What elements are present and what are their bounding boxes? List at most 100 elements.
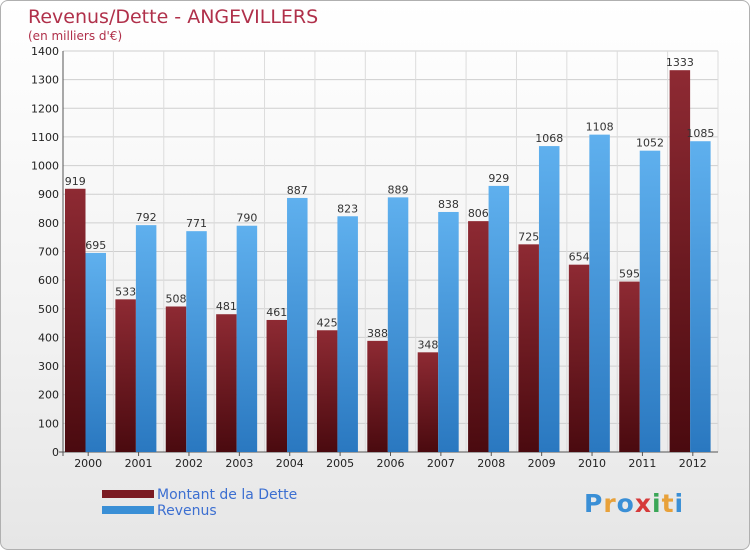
data-label-revenus: 792	[136, 211, 157, 224]
bar-revenus	[186, 231, 207, 452]
data-label-revenus: 1052	[636, 137, 664, 150]
y-tick-label: 1300	[31, 74, 59, 87]
y-tick-label: 500	[38, 303, 59, 316]
data-label-revenus: 889	[388, 183, 409, 196]
bar-dette	[216, 314, 237, 452]
y-tick-label: 0	[52, 446, 59, 459]
x-tick-label: 2001	[125, 457, 153, 470]
x-tick-label: 2007	[427, 457, 455, 470]
x-tick-label: 2012	[679, 457, 707, 470]
data-label-dette: 595	[619, 268, 640, 281]
chart-title: Revenus/Dette - ANGEVILLERS	[28, 6, 319, 28]
x-tick-label: 2005	[326, 457, 354, 470]
bar-dette	[619, 281, 640, 452]
data-label-dette: 508	[166, 292, 187, 305]
bar-revenus	[589, 134, 610, 452]
data-label-revenus: 887	[287, 184, 308, 197]
y-tick-label: 200	[38, 389, 59, 402]
data-label-dette: 348	[417, 338, 438, 351]
y-tick-label: 400	[38, 331, 59, 344]
data-label-revenus: 1068	[535, 132, 563, 145]
bar-revenus	[337, 216, 358, 452]
bar-revenus	[387, 197, 409, 452]
x-tick-label: 2002	[175, 457, 203, 470]
bar-dette	[266, 319, 288, 452]
x-tick-label: 2008	[477, 457, 505, 470]
bar-dette	[669, 70, 691, 453]
data-label-dette: 1333	[666, 56, 694, 69]
bar-dette	[468, 221, 489, 452]
legend-label-revenus: Revenus	[157, 503, 217, 519]
bar-revenus	[236, 225, 258, 452]
bar-revenus	[135, 225, 157, 452]
y-tick-label: 700	[38, 246, 59, 259]
bar-revenus	[287, 197, 308, 452]
data-label-dette: 388	[367, 327, 388, 340]
y-tick-label: 1400	[31, 45, 59, 58]
y-tick-label: 900	[38, 188, 59, 201]
legend-swatch-revenus	[102, 506, 154, 514]
data-label-dette: 806	[468, 207, 489, 220]
logo-letter: r	[603, 489, 617, 518]
data-label-revenus: 695	[85, 239, 106, 252]
y-tick-label: 300	[38, 360, 59, 373]
bar-revenus	[690, 141, 711, 452]
data-label-dette: 425	[317, 316, 338, 329]
data-label-dette: 533	[115, 285, 136, 298]
y-tick-label: 1200	[31, 102, 59, 115]
y-tick-label: 800	[38, 217, 59, 230]
logo-letter: i	[674, 489, 685, 518]
x-tick-label: 2006	[377, 457, 405, 470]
bar-revenus	[538, 146, 560, 452]
y-tick-label: 600	[38, 274, 59, 287]
data-label-dette: 654	[569, 251, 590, 264]
bar-revenus	[85, 252, 106, 452]
data-label-revenus: 1085	[686, 127, 714, 140]
logo-letter: t	[661, 489, 675, 518]
bar-revenus	[639, 150, 661, 453]
axes: 0 100 200 300 400 500 600 700 800 900 1000 1100 1200…	[31, 45, 718, 470]
x-tick-label: 2011	[628, 457, 656, 470]
data-label-revenus: 838	[438, 198, 459, 211]
logo-letter: o	[616, 489, 635, 518]
bar-revenus	[488, 185, 510, 453]
x-tick-label: 2010	[578, 457, 606, 470]
data-label-dette: 481	[216, 300, 237, 313]
x-tick-label: 2004	[276, 457, 304, 470]
bar-dette	[115, 299, 136, 452]
legend-label-dette: Montant de la Dette	[157, 487, 297, 503]
bars	[65, 70, 711, 453]
data-labels: 919 695 533 792 508 771 481 790 461 887 425 823 388 8…	[65, 56, 715, 351]
bar-dette	[316, 330, 338, 452]
data-label-dette: 461	[266, 306, 287, 319]
y-tick-label: 1000	[31, 160, 59, 173]
x-tick-label: 2003	[225, 457, 253, 470]
y-tick-label: 100	[38, 417, 59, 430]
chart-subtitle: (en milliers d'€)	[28, 29, 123, 43]
bar-dette	[417, 352, 439, 452]
bar-dette	[568, 264, 590, 452]
x-tick-label: 2000	[74, 457, 102, 470]
data-label-revenus: 929	[488, 172, 509, 185]
bar-dette	[367, 340, 388, 452]
data-label-revenus: 1108	[586, 121, 614, 134]
data-label-revenus: 790	[236, 212, 257, 225]
proxiti-logo: Proxiti	[584, 489, 684, 518]
data-label-revenus: 823	[337, 202, 358, 215]
bar-dette	[165, 306, 187, 452]
bar-dette	[518, 244, 539, 452]
data-label-dette: 725	[518, 230, 539, 243]
x-tick-label: 2009	[528, 457, 556, 470]
logo-letter: P	[584, 489, 604, 518]
logo-letter: i	[652, 489, 662, 518]
data-label-revenus: 771	[186, 217, 207, 230]
bar-dette	[65, 188, 86, 452]
logo-letter: x	[634, 489, 652, 518]
data-label-dette: 919	[65, 175, 86, 188]
y-tick-label: 1100	[31, 131, 59, 144]
bar-revenus	[438, 211, 459, 452]
legend-swatch-dette	[102, 490, 154, 498]
